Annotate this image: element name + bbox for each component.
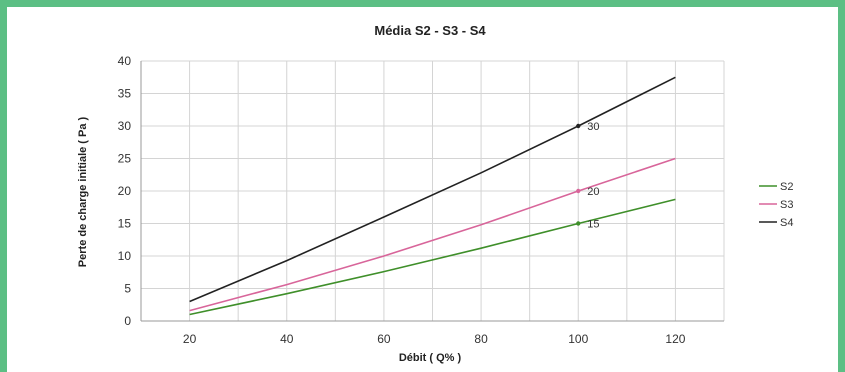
- legend-label-s3: S3: [780, 199, 793, 211]
- y-tick-label: 40: [118, 54, 132, 68]
- axes: 0 5 10 15 20 25 30 35 40 20 40 60 80 100 120: [118, 54, 724, 346]
- data-point-s3: [576, 188, 581, 194]
- data-point-s2: [576, 221, 581, 226]
- y-tick-label: 35: [118, 87, 132, 101]
- legend-label-s4: S4: [780, 217, 793, 229]
- x-tick-label: 120: [665, 332, 685, 346]
- chart-frame: Média S2 - S3 - S4 Débit ( Q% ) Perte de…: [7, 7, 838, 372]
- data-label-s4: 30: [587, 121, 599, 133]
- legend: S2 S3 S4: [759, 181, 793, 229]
- y-tick-label: 0: [124, 314, 131, 328]
- series-lines: 15 20 30: [189, 76, 676, 316]
- y-axis-title: Perte de charge initiale ( Pa ): [77, 116, 89, 267]
- chart-title: Média S2 - S3 - S4: [374, 23, 486, 38]
- x-tick-label: 60: [377, 332, 391, 346]
- data-label-s3: 20: [587, 186, 599, 198]
- x-tick-label: 80: [474, 332, 488, 346]
- y-tick-label: 15: [118, 217, 132, 231]
- series-line-s2: [189, 198, 676, 316]
- series-line-s4: [189, 76, 676, 303]
- y-tick-label: 10: [118, 249, 132, 263]
- x-tick-label: 20: [183, 332, 197, 346]
- data-label-s2: 15: [587, 219, 599, 231]
- line-chart: Média S2 - S3 - S4 Débit ( Q% ) Perte de…: [77, 23, 793, 364]
- y-tick-label: 5: [124, 282, 131, 296]
- gridlines: [140, 60, 725, 322]
- y-tick-label: 30: [118, 119, 132, 133]
- series-line-s3: [189, 157, 676, 312]
- y-tick-label: 20: [118, 184, 132, 198]
- x-tick-label: 40: [280, 332, 294, 346]
- x-axis-title: Débit ( Q% ): [399, 352, 462, 364]
- x-tick-label: 100: [568, 332, 588, 346]
- legend-label-s2: S2: [780, 181, 793, 193]
- y-tick-label: 25: [118, 152, 132, 166]
- data-point-s4: [576, 123, 581, 129]
